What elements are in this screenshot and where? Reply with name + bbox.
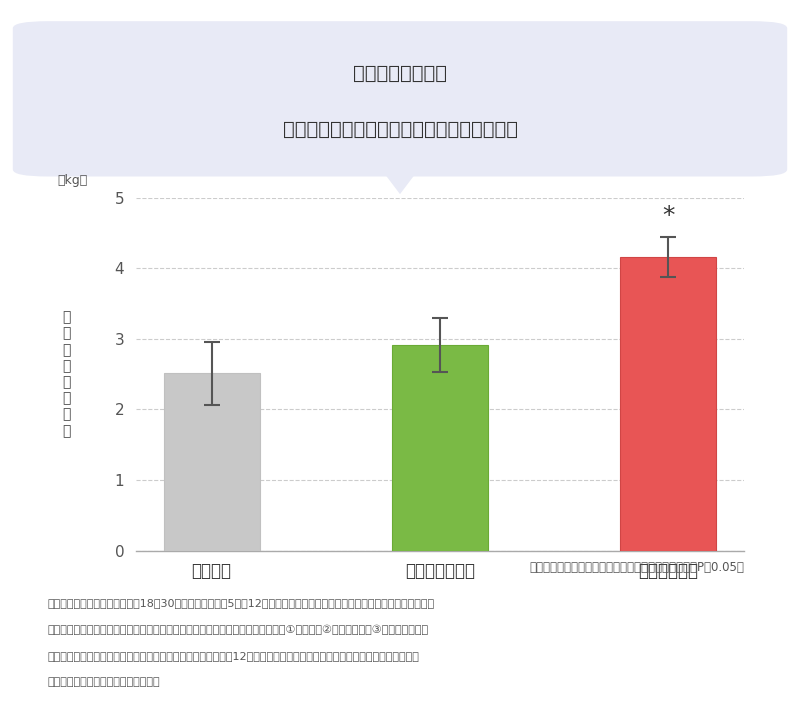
- Bar: [621, 257, 716, 551]
- Text: 試験の方法：健康な若年男性（18〜30歳）を対象に、週5回、12週間の筋力トレーニングによる筋肉量増加作用を調べた。: 試験の方法：健康な若年男性（18〜30歳）を対象に、週5回、12週間の筋力トレー…: [47, 599, 434, 609]
- Text: （大豆たんぱく）を摂ってもらった。試験開始前と12週間後に、体組成測定、筋生検による筋繊維の面積測定、: （大豆たんぱく）を摂ってもらった。試験開始前と12週間後に、体組成測定、筋生検に…: [47, 651, 419, 661]
- Text: 筋パワーの測定を行った。: 筋パワーの測定を行った。: [47, 677, 160, 688]
- Polygon shape: [376, 162, 424, 194]
- Text: 乳たんぱく質は、: 乳たんぱく質は、: [353, 64, 447, 83]
- FancyBboxPatch shape: [13, 21, 787, 176]
- Text: *: *: [662, 204, 674, 228]
- Text: トレーニングによる筋量増加を効果的に増強: トレーニングによる筋量増加を効果的に増強: [282, 121, 518, 139]
- Text: ＊：炭水化物、ソイプロテインと比べて有意差あり（P＜0.05）: ＊：炭水化物、ソイプロテインと比べて有意差あり（P＜0.05）: [529, 561, 744, 574]
- Bar: [164, 373, 259, 551]
- Text: 被験者を３つのグループに分け、筋力トレーニング後に飲料として、①炭水化物②乳たんぱく質③ソイプロテイン: 被験者を３つのグループに分け、筋力トレーニング後に飲料として、①炭水化物②乳たん…: [47, 625, 429, 635]
- Text: 除
脂
肪
体
重
増
加
量: 除 脂 肪 体 重 増 加 量: [62, 311, 70, 438]
- Bar: [392, 345, 488, 551]
- Text: （kg）: （kg）: [57, 174, 87, 187]
